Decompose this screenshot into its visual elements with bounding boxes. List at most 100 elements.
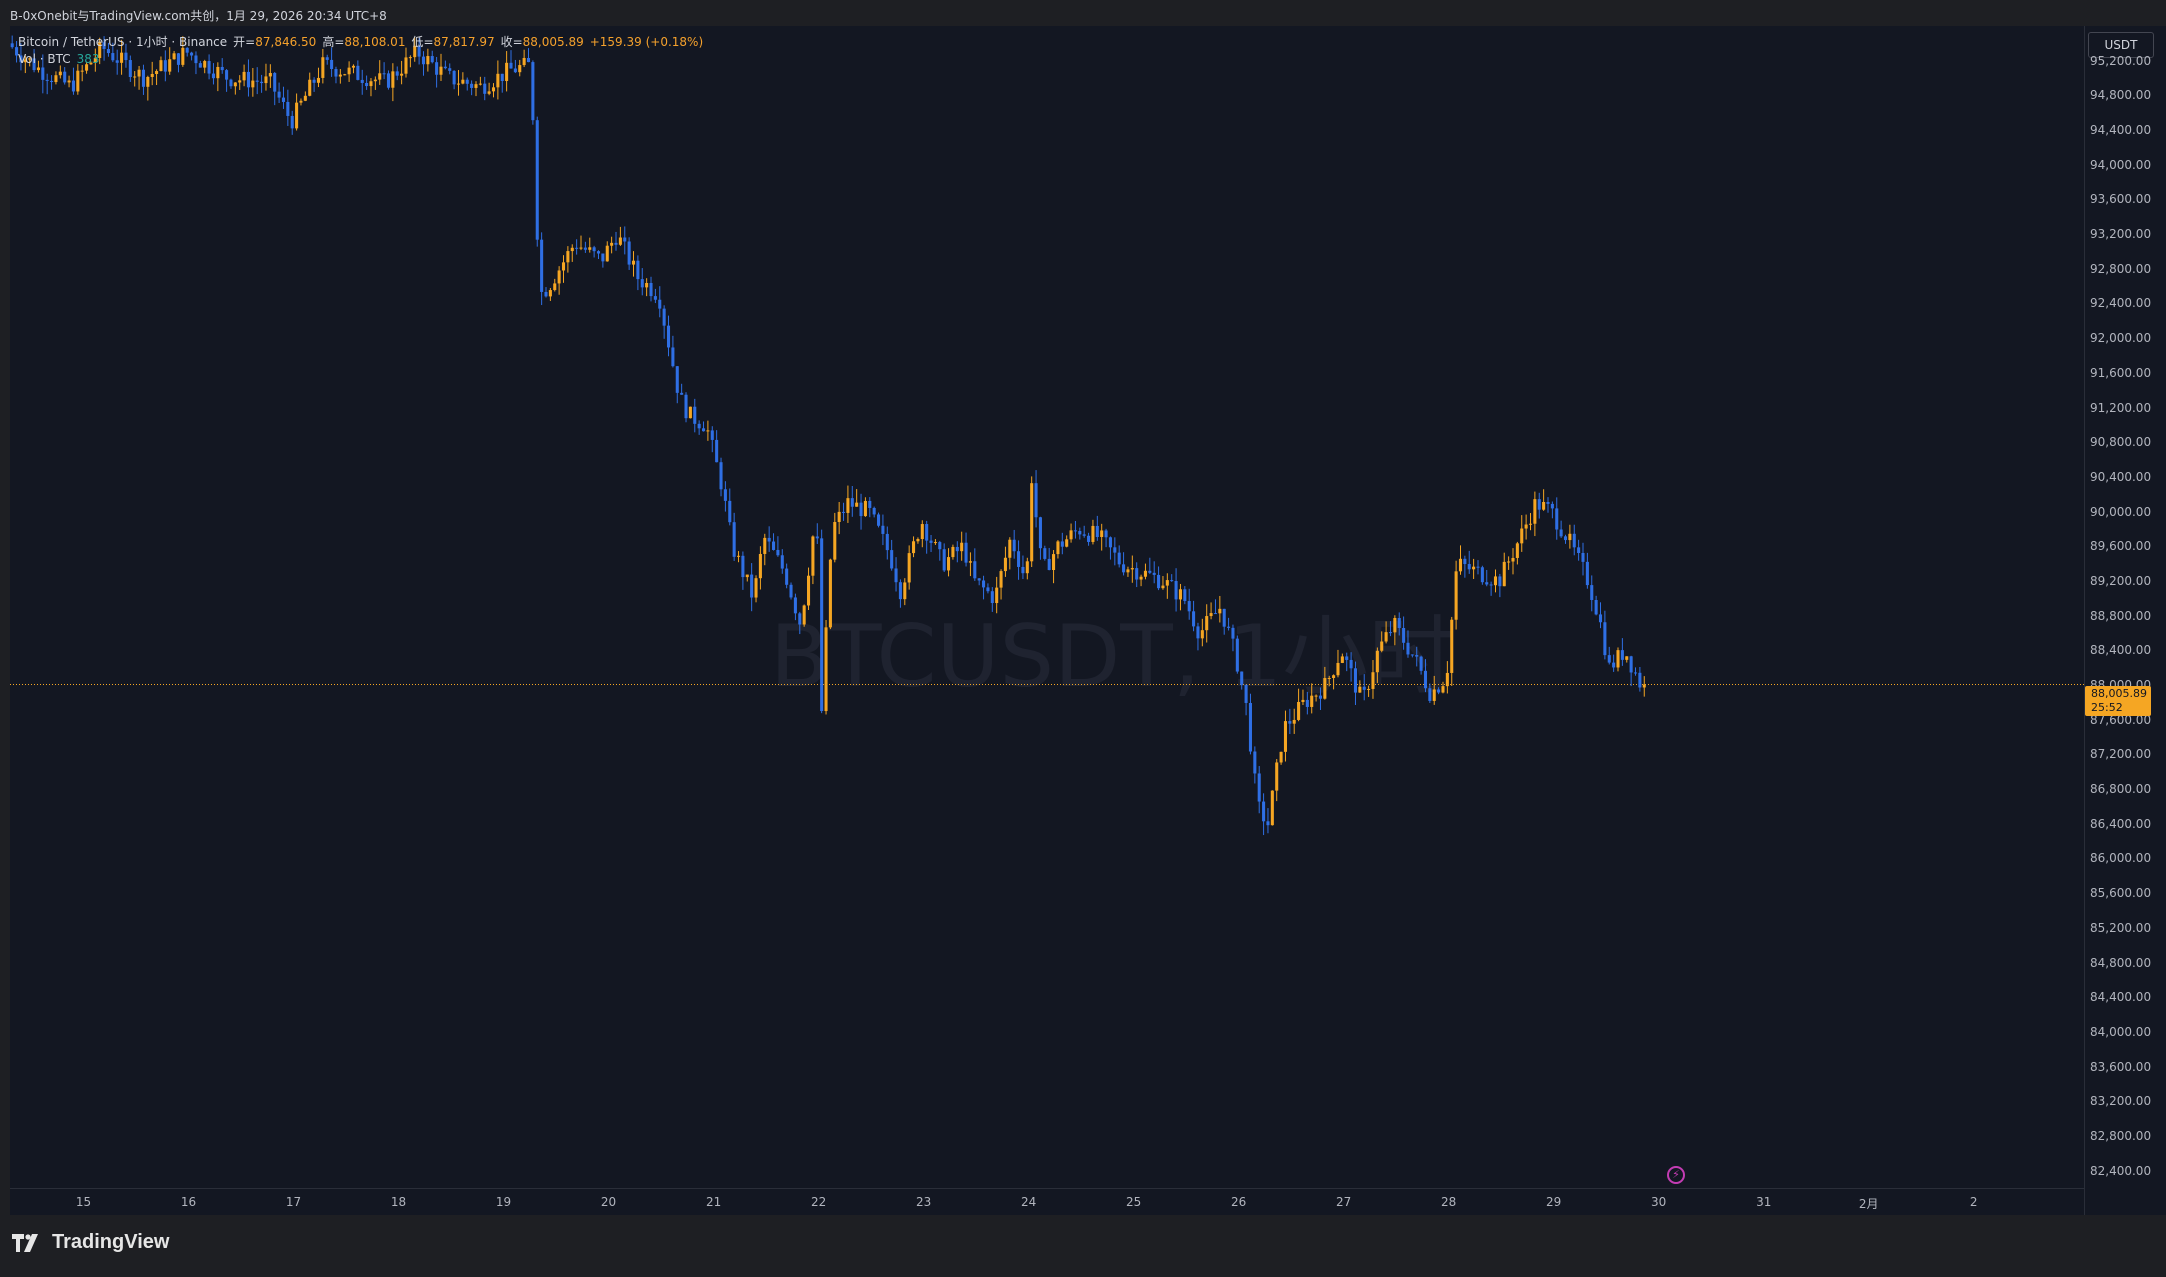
candle [1498,573,1502,598]
candle-body [526,57,531,63]
candle [1030,476,1034,567]
candle [828,558,832,630]
lightning-icon[interactable]: ⚡ [1667,1166,1685,1184]
candle [168,47,172,75]
candle-body [807,575,811,606]
chart-pane[interactable]: BTCUSDT, 1小时 [10,26,2084,1188]
candle-body [995,587,999,604]
legend-symbol[interactable]: Bitcoin / TetherUS · 1小时 · Binance [18,35,228,49]
candle [623,226,627,255]
candle-body [1450,619,1454,673]
candle [155,69,159,85]
candle-body [1253,751,1257,774]
candle-body [1454,571,1458,620]
price-tick-label: 90,400.00 [2090,469,2152,484]
candle-body [715,439,719,463]
candle [1590,575,1594,612]
candle-body [1073,530,1077,532]
candle-body [413,45,417,58]
candle [649,276,653,302]
candle [198,60,202,68]
candle-body [820,538,824,712]
candle [1550,501,1554,519]
candle-body [912,541,916,554]
candle [233,82,237,95]
candle-body [1423,670,1428,689]
candle-body [535,120,539,240]
candle-body [1038,517,1042,549]
candle [474,81,478,97]
candle-body [666,325,671,348]
candle-body [920,524,924,540]
candle-body [877,514,881,526]
candle [715,430,719,463]
candle [802,604,806,627]
candle [308,72,312,97]
candle-body [211,73,215,79]
candle [281,86,286,109]
candle-body [1520,528,1524,544]
candle-body [1402,627,1406,643]
candle-body [960,542,964,552]
candle [1248,693,1252,755]
candle [1445,661,1449,694]
time-tick-label: 27 [1336,1195,1352,1209]
candle-body [1069,530,1073,540]
candle [1555,497,1559,540]
candle [1003,546,1007,577]
candle [1642,676,1646,697]
candle-body [968,561,972,563]
candle [452,70,456,90]
candle-body [176,53,180,65]
candle-body [491,87,496,92]
candle-body [780,555,784,569]
price-axis[interactable] [2084,26,2166,1215]
candle-body [1192,611,1196,627]
candle-body [732,522,736,557]
last-price-value: 88,005.89 [2091,687,2147,700]
candle [85,62,89,74]
candle-body [1511,557,1515,562]
candle [382,62,386,80]
candle [395,66,399,81]
candle-body [1371,672,1375,689]
candle-body [277,91,281,98]
candle [41,54,45,94]
candle [1301,689,1305,705]
candle-body [1078,531,1082,535]
candle [1629,655,1633,687]
candle [338,69,342,84]
candle-body [1467,564,1471,570]
candle [76,64,80,95]
tradingview-logo[interactable]: TradingView [12,1231,169,1254]
candle-body [706,430,710,432]
candle-body [618,237,622,245]
candle-body [640,279,644,288]
candle [793,593,797,621]
candle [999,569,1003,600]
candle-body [273,73,277,92]
candle [1065,535,1069,548]
candle [540,232,544,306]
candle-body [404,57,408,74]
candle-body [1642,684,1646,688]
candle [71,67,75,95]
price-tick-label: 90,800.00 [2090,435,2152,450]
candle [1200,618,1204,647]
price-tick-label: 82,800.00 [2090,1128,2152,1143]
candle-body [1550,503,1554,509]
candle-body [736,555,741,557]
candle-body [1178,589,1182,600]
candle-body [1034,483,1038,518]
candle [968,552,972,577]
candle [671,335,675,368]
currency-button[interactable]: USDT [2088,32,2154,58]
legend-volume-label[interactable]: Vol · BTC [18,52,71,66]
candle-body [833,522,837,560]
time-axis[interactable] [10,1188,2084,1216]
candle-body [128,60,132,77]
candle-body [1581,552,1585,562]
candle [610,236,614,254]
candle [1415,646,1419,667]
